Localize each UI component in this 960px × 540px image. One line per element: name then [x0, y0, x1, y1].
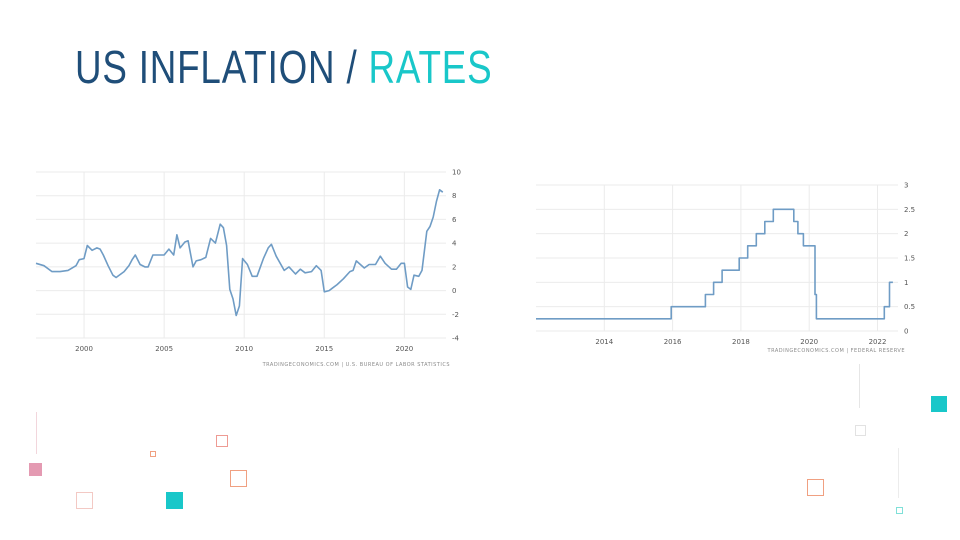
rates-y-tick-label: 2 — [904, 230, 908, 238]
inflation-chart-source: TRADINGECONOMICS.COM | U.S. BUREAU OF LA… — [262, 362, 450, 368]
inflation-x-tick-label: 2000 — [75, 345, 93, 353]
decor-square-outline — [76, 492, 93, 509]
rates-x-tick-label: 2016 — [664, 338, 682, 346]
decor-line — [898, 448, 899, 498]
decor-square-outline — [216, 435, 228, 447]
rates-y-tick-label: 0.5 — [904, 303, 915, 311]
rates-y-tick-label: 2.5 — [904, 206, 915, 214]
inflation-x-tick-label: 2005 — [155, 345, 173, 353]
inflation-y-tick-label: 2 — [452, 263, 456, 271]
rates-y-tick-label: 1 — [904, 279, 908, 287]
inflation-chart-svg: -4 -2 0 2 4 6 8 10 2000 2005 2010 2015 2020 — [35, 169, 461, 353]
title-rates: RATES — [368, 41, 493, 93]
decor-square-outline — [230, 470, 247, 487]
rates-chart-source: TRADINGECONOMICS.COM | FEDERAL RESERVE — [767, 348, 905, 354]
inflation-y-tick-label: 10 — [452, 169, 461, 177]
inflation-series-line — [35, 188, 444, 317]
inflation-x-tick-label: 2010 — [235, 345, 253, 353]
rates-y-tick-label: 3 — [904, 182, 908, 190]
decor-square-outline — [807, 479, 824, 496]
decor-square-pink — [29, 463, 42, 476]
rates-series-line — [536, 208, 893, 320]
inflation-y-tick-label: 0 — [452, 287, 456, 295]
rates-x-tick-label: 2014 — [595, 338, 613, 346]
decor-square-outline — [896, 507, 903, 514]
inflation-y-tick-label: 8 — [452, 192, 456, 200]
inflation-chart: -4 -2 0 2 4 6 8 10 2000 2005 2010 2015 2020 TRADINGE… — [28, 160, 498, 375]
inflation-x-tick-label: 2020 — [395, 345, 413, 353]
inflation-x-tick-label: 2015 — [315, 345, 333, 353]
decor-square-outline — [150, 451, 156, 457]
rates-x-tick-label: 2020 — [800, 338, 818, 346]
rates-chart-svg: 0 0.5 1 1.5 2 2.5 3 2014 2016 2018 2020 2022 — [536, 182, 915, 346]
inflation-y-tick-label: -4 — [452, 335, 460, 343]
rates-y-tick-label: 1.5 — [904, 255, 915, 263]
title-separator: / — [346, 41, 358, 93]
decor-line — [859, 364, 860, 408]
slide-title: US INFLATION / RATES — [75, 40, 492, 94]
decor-square-teal — [931, 396, 947, 412]
inflation-y-tick-label: 4 — [452, 240, 457, 248]
decor-square-outline — [855, 425, 866, 436]
inflation-y-tick-label: -2 — [452, 311, 459, 319]
decor-line — [36, 412, 37, 454]
rates-y-tick-label: 0 — [904, 328, 908, 336]
inflation-y-tick-label: 6 — [452, 216, 457, 224]
rates-chart: 0 0.5 1 1.5 2 2.5 3 2014 2016 2018 2020 2022 TRADIN… — [530, 175, 940, 365]
rates-x-tick-label: 2018 — [732, 338, 750, 346]
title-us-inflation: US INFLATION — [75, 41, 336, 93]
rates-x-tick-label: 2022 — [869, 338, 887, 346]
decor-square-teal — [166, 492, 183, 509]
